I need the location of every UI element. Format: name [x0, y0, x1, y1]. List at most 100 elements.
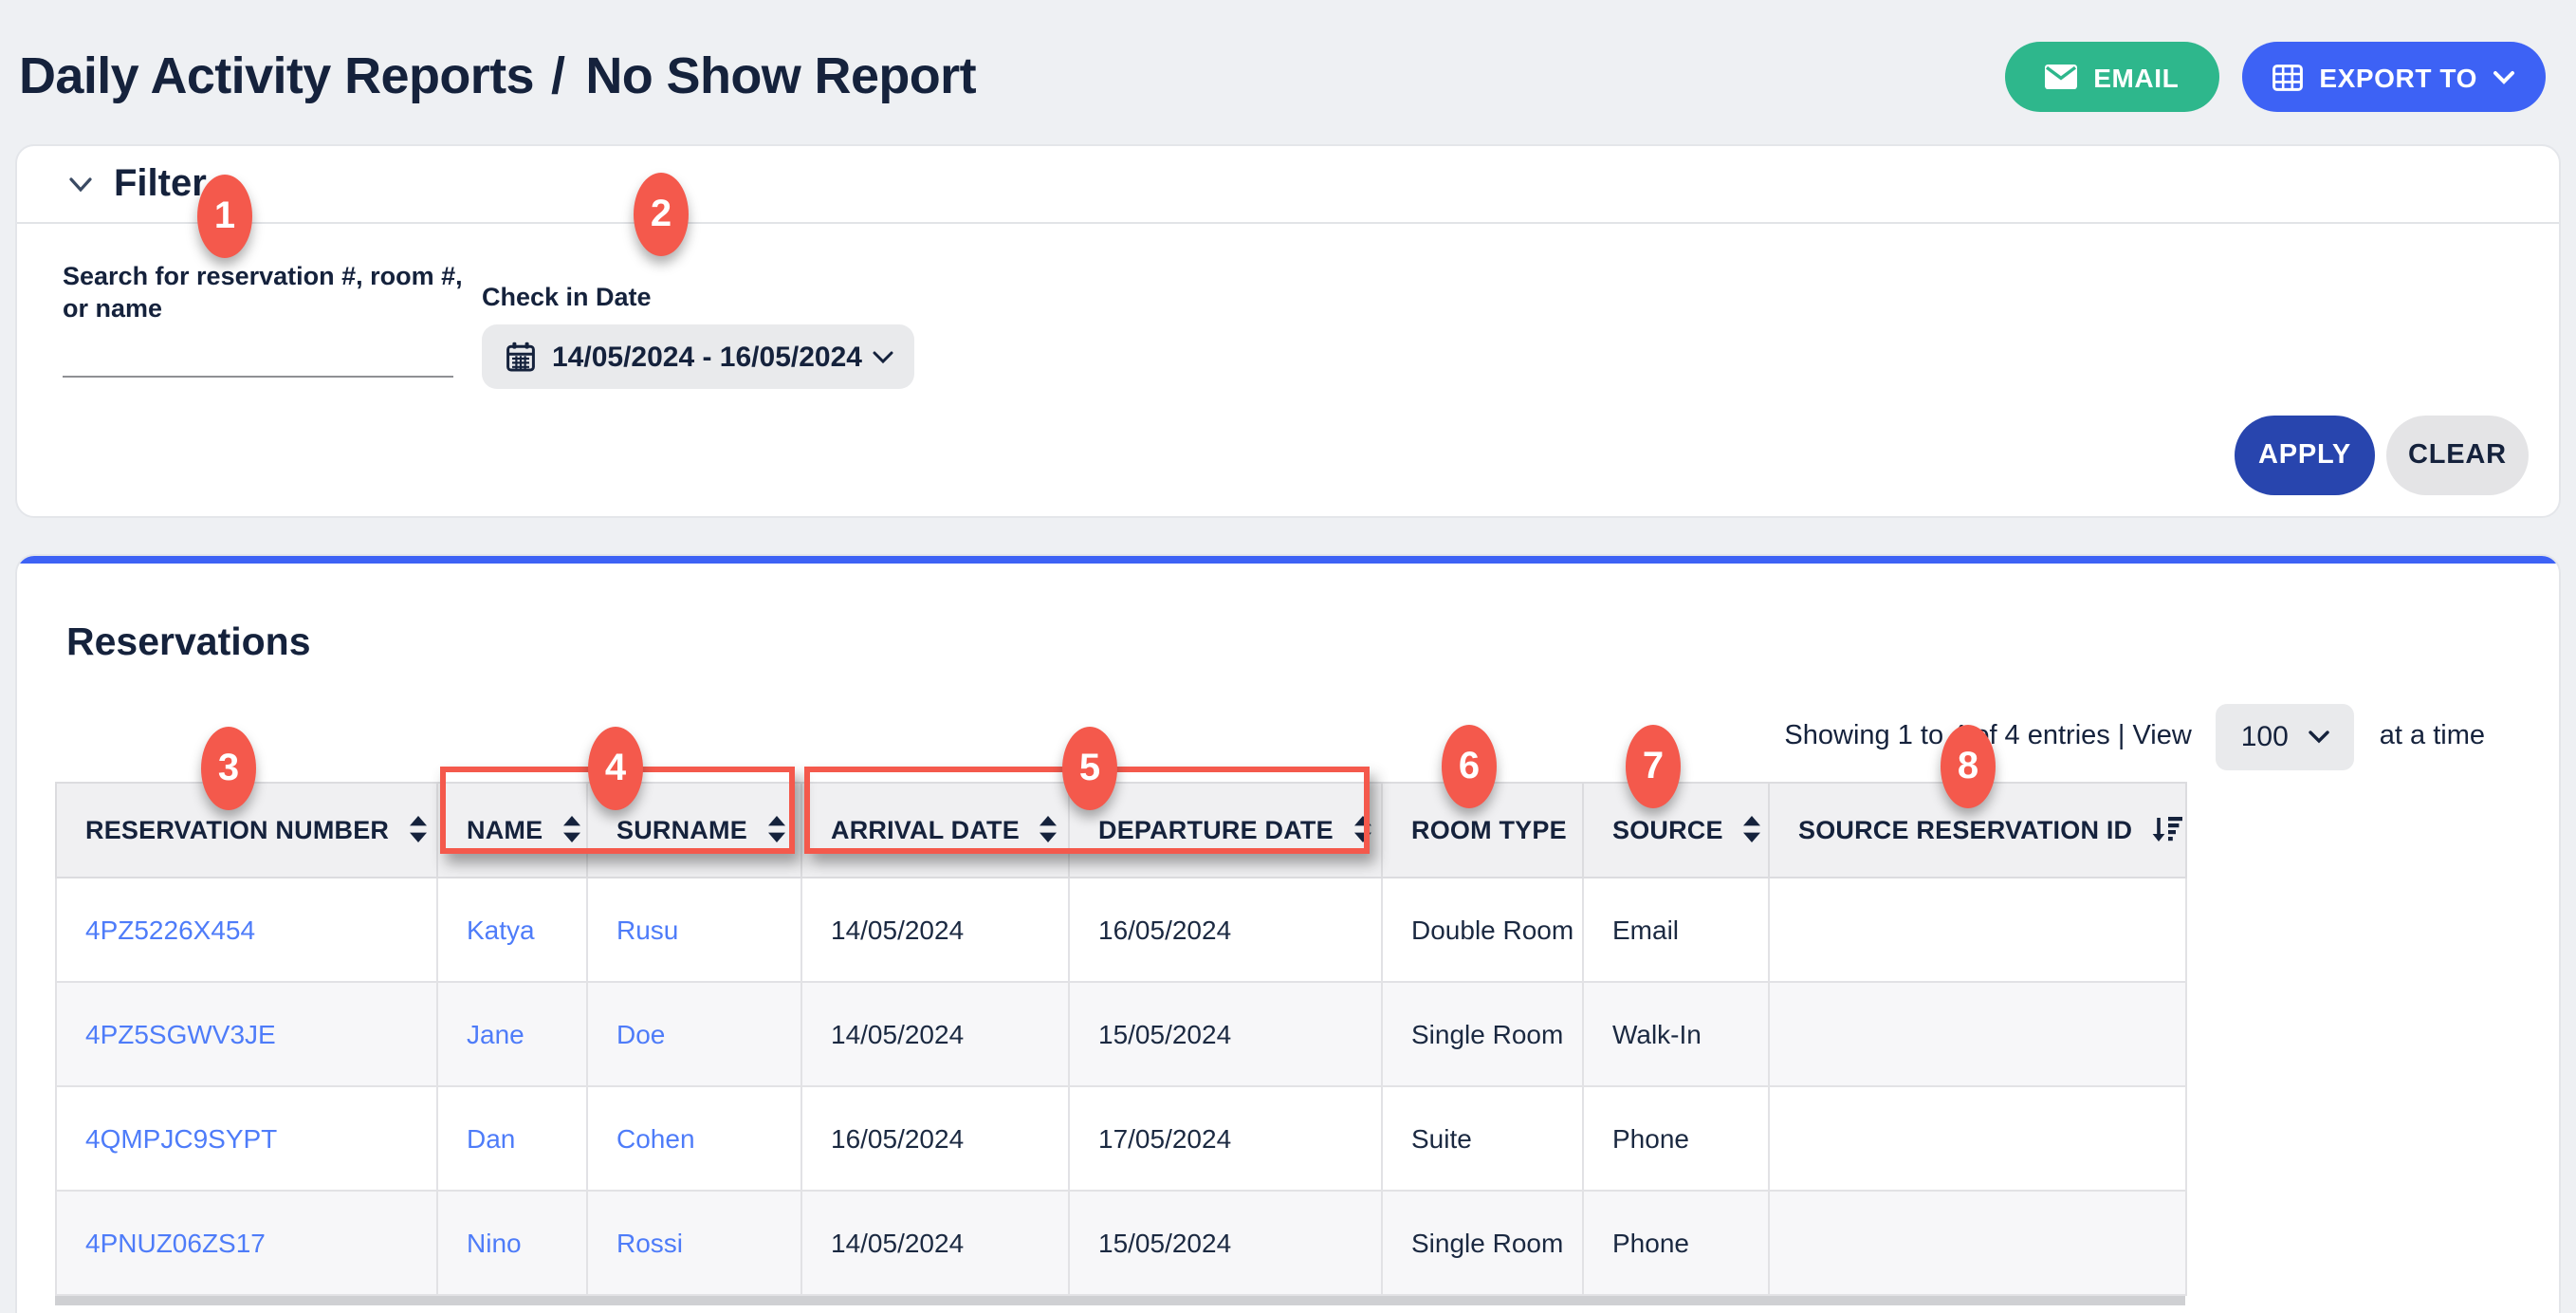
source-reservation-id-cell [1768, 876, 2187, 982]
table-row: 4PZ5SGWV3JE Jane Doe 14/05/2024 15/05/20… [55, 980, 2187, 1086]
guest-name-link[interactable]: Jane [467, 1018, 524, 1048]
table-row: 4QMPJC9SYPT Dan Cohen 16/05/2024 17/05/2… [55, 1084, 2187, 1191]
departure-date-cell: 17/05/2024 [1068, 1084, 1383, 1191]
sort-updown-icon [561, 816, 582, 842]
guest-name-link[interactable]: Dan [467, 1122, 516, 1153]
col-header-room-type: ROOM TYPE [1381, 781, 1584, 878]
source-cell: Walk-In [1582, 980, 1770, 1086]
reservations-panel: Reservations Showing 1 to 4 of 4 entries… [15, 554, 2561, 1313]
sort-updown-icon [1742, 816, 1763, 842]
guest-surname-link[interactable]: Cohen [616, 1122, 695, 1153]
clear-button[interactable]: CLEAR [2386, 416, 2529, 495]
chevron-down-icon [68, 176, 93, 194]
room-type-cell: Suite [1381, 1084, 1584, 1191]
col-header-arrival-date[interactable]: ARRIVAL DATE [800, 781, 1070, 878]
breadcrumb-page: No Show Report [585, 47, 976, 104]
chevron-down-icon [2493, 69, 2515, 84]
col-header-name[interactable]: NAME [436, 781, 588, 878]
annotation-badge-3: 3 [201, 727, 256, 810]
page-size-value: 100 [2240, 720, 2289, 752]
col-label: SOURCE RESERVATION ID [1798, 815, 2133, 843]
filter-panel: Filter Search for reservation #, room #,… [15, 144, 2561, 518]
source-cell: Email [1582, 876, 1770, 982]
breadcrumb-section: Daily Activity Reports [19, 47, 535, 104]
search-field-group: Search for reservation #, room #, or nam… [63, 224, 465, 389]
table-row: 4PNUZ06ZS17 Nino Rossi 14/05/2024 15/05/… [55, 1189, 2187, 1295]
table-row: 4PZ5226X454 Katya Rusu 14/05/2024 16/05/… [55, 876, 2187, 982]
sort-updown-icon [766, 816, 787, 842]
page-size-select[interactable]: 100 [2216, 703, 2355, 769]
filter-actions: APPLY CLEAR [2235, 416, 2529, 495]
guest-name-link[interactable]: Katya [467, 914, 535, 944]
annotation-badge-5: 5 [1062, 727, 1117, 810]
apply-button[interactable]: APPLY [2235, 416, 2375, 495]
col-label: SURNAME [616, 815, 747, 843]
sort-amount-desc-icon [2151, 815, 2183, 843]
col-label: RESERVATION NUMBER [85, 815, 390, 843]
col-label: ARRIVAL DATE [831, 815, 1020, 843]
guest-name-link[interactable]: Nino [467, 1227, 522, 1257]
topbar-actions: EMAIL EXPORT TO [2004, 42, 2546, 112]
filter-body: Search for reservation #, room #, or nam… [17, 224, 2559, 389]
col-label: ROOM TYPE [1411, 815, 1567, 843]
departure-date-cell: 15/05/2024 [1068, 980, 1383, 1086]
sort-updown-icon [408, 816, 429, 842]
filter-title: Filter [114, 163, 207, 205]
export-button-label: EXPORT TO [2319, 62, 2477, 92]
reservation-number-link[interactable]: 4PZ5SGWV3JE [85, 1018, 276, 1048]
source-cell: Phone [1582, 1189, 1770, 1295]
reservations-table: RESERVATION NUMBER NAME SURNAME ARRIVAL … [55, 781, 2187, 1295]
col-label: DEPARTURE DATE [1098, 815, 1334, 843]
email-button[interactable]: EMAIL [2004, 42, 2219, 112]
col-label: SOURCE [1612, 815, 1723, 843]
export-to-button[interactable]: EXPORT TO [2241, 42, 2546, 112]
email-button-label: EMAIL [2093, 62, 2180, 92]
guest-surname-link[interactable]: Rossi [616, 1227, 684, 1257]
guest-surname-link[interactable]: Doe [616, 1018, 666, 1048]
reservation-number-link[interactable]: 4PZ5226X454 [85, 914, 256, 944]
annotation-badge-4: 4 [588, 727, 643, 810]
chevron-down-icon [2309, 730, 2330, 743]
room-type-cell: Single Room [1381, 980, 1584, 1086]
annotation-badge-1: 1 [197, 175, 252, 258]
annotation-badge-2: 2 [634, 173, 689, 256]
annotation-badge-7: 7 [1626, 725, 1681, 808]
reservation-number-link[interactable]: 4PNUZ06ZS17 [85, 1227, 266, 1257]
envelope-icon [2044, 65, 2077, 89]
departure-date-cell: 15/05/2024 [1068, 1189, 1383, 1295]
col-header-source[interactable]: SOURCE [1582, 781, 1770, 878]
arrival-date-cell: 14/05/2024 [800, 876, 1070, 982]
col-label: NAME [467, 815, 543, 843]
source-reservation-id-cell [1768, 1084, 2187, 1191]
annotation-badge-6: 6 [1442, 725, 1497, 808]
chevron-down-icon [874, 350, 894, 363]
checkin-field-label: Check in Date [482, 283, 652, 311]
topbar: Daily Activity Reports / No Show Report EM… [0, 0, 2576, 125]
source-reservation-id-cell [1768, 980, 2187, 1086]
departure-date-cell: 16/05/2024 [1068, 876, 1383, 982]
arrival-date-cell: 14/05/2024 [800, 1189, 1070, 1295]
filter-collapse-toggle[interactable]: Filter [17, 146, 2559, 222]
checkin-field-group: Check in Date 14/05/2024 - 16/05/2024 [482, 224, 915, 389]
entries-summary-suffix: at a time [2379, 721, 2485, 751]
room-type-cell: Double Room [1381, 876, 1584, 982]
table-meta-row: Showing 1 to 4 of 4 entries | View 100 a… [17, 703, 2559, 769]
search-field-label: Search for reservation #, room #, or nam… [63, 262, 463, 323]
sort-updown-icon [1039, 816, 1059, 842]
table-grid-icon [2272, 64, 2303, 90]
source-cell: Phone [1582, 1084, 1770, 1191]
room-type-cell: Single Room [1381, 1189, 1584, 1295]
calendar-icon [506, 342, 535, 372]
arrival-date-cell: 16/05/2024 [800, 1084, 1070, 1191]
reservations-title: Reservations [66, 620, 311, 663]
page-title: Daily Activity Reports / No Show Report [19, 47, 977, 106]
checkin-date-range-picker[interactable]: 14/05/2024 - 16/05/2024 [482, 324, 915, 389]
arrival-date-cell: 14/05/2024 [800, 980, 1070, 1086]
col-header-departure-date[interactable]: DEPARTURE DATE [1068, 781, 1383, 878]
card-accent-bar [17, 556, 2559, 563]
guest-surname-link[interactable]: Rusu [616, 914, 679, 944]
horizontal-scrollbar[interactable] [55, 1295, 2185, 1304]
reservation-number-link[interactable]: 4QMPJC9SYPT [85, 1122, 278, 1153]
search-input[interactable] [63, 347, 453, 378]
